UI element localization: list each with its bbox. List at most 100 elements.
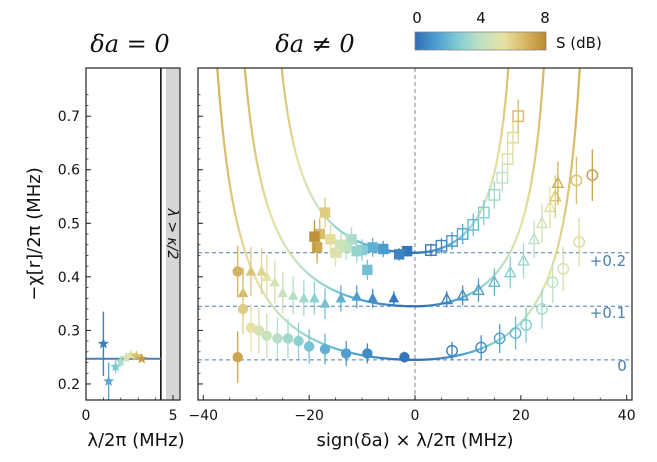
data-point-square <box>362 264 373 276</box>
theory-curve-segment <box>247 102 252 122</box>
right-x-tick-label: 20 <box>512 408 530 424</box>
colorbar-tick-8: 8 <box>540 9 550 27</box>
data-point-square <box>309 231 320 242</box>
data-point-square <box>351 245 362 257</box>
data-point-square <box>314 228 325 240</box>
data-point-circle <box>573 236 585 248</box>
data-point-square <box>356 244 368 256</box>
theory-curve-segment <box>229 186 234 201</box>
data-point-circle <box>340 348 352 359</box>
theory-curve-segment <box>237 228 242 239</box>
colorbar-tick-0: 0 <box>412 9 422 27</box>
theory-curve-segment <box>572 128 577 153</box>
data-point-circle <box>232 351 243 363</box>
data-point-triangle <box>472 283 485 296</box>
data-point-circle <box>493 332 506 345</box>
data-point-square <box>501 153 514 165</box>
theory-curve-segment <box>526 189 531 202</box>
theory-curve-segment <box>255 160 260 173</box>
data-point-triangle <box>527 232 541 245</box>
theory-curve-segment <box>495 148 501 162</box>
theory-curve-segment <box>257 170 263 183</box>
theory-curve-segment <box>231 198 236 212</box>
theory-curve-segment <box>559 224 564 237</box>
theory-curve-segment <box>245 81 250 105</box>
data-point-circle <box>586 169 599 181</box>
theory-curve-segment <box>518 223 523 232</box>
data-point-circle <box>303 341 315 352</box>
theory-curve-segment <box>288 123 293 137</box>
theory-curve-segment <box>500 118 505 137</box>
theory-curve-segment <box>264 196 269 206</box>
data-point-square <box>346 234 357 245</box>
data-point-triangle <box>256 265 267 276</box>
theory-curve-segment <box>249 119 254 137</box>
data-point-square <box>467 218 480 231</box>
data-point-square <box>330 247 341 258</box>
data-point-star <box>103 375 115 386</box>
theory-curve-segment <box>524 199 529 211</box>
data-point-square <box>512 110 525 123</box>
data-point-star <box>115 355 127 367</box>
theory-curve-segment <box>216 70 221 101</box>
left-x-tick-label: 5 <box>169 408 178 424</box>
theory-curve-segment <box>280 68 285 84</box>
offset-label-0: 0 <box>617 357 627 375</box>
theory-curve-segment <box>574 101 579 131</box>
theory-curve-segment <box>292 143 298 155</box>
theory-curve-segment <box>557 234 562 246</box>
data-point-square <box>488 189 501 201</box>
data-point-triangle <box>298 292 310 303</box>
theory-curve-segment <box>282 80 287 100</box>
data-point-circle <box>536 303 548 315</box>
y-tick-label: 0.4 <box>58 270 80 286</box>
theory-curve-segment <box>541 68 545 87</box>
data-point-circle <box>362 348 373 359</box>
theory-curve-segment <box>233 209 238 222</box>
theory-curve-segment <box>235 219 240 231</box>
theory-curve-segment <box>570 150 575 172</box>
theory-curve-segment <box>220 120 226 143</box>
theory-curve-segment <box>555 243 560 254</box>
theory-curve-segment <box>537 110 542 134</box>
data-point-star <box>136 353 148 364</box>
theory-curve-segment <box>530 164 536 180</box>
right-panel-title: δa ≠ 0 <box>275 30 354 58</box>
theory-curve-segment <box>561 213 566 227</box>
theory-curve-segment <box>567 169 573 189</box>
theory-curve-segment <box>553 251 558 261</box>
data-point-circle <box>261 330 273 341</box>
theory-curve-segment <box>216 68 219 74</box>
theory-curve-segment <box>253 148 258 163</box>
data-point-circle <box>570 174 583 187</box>
offset-label-0.1: +0.1 <box>590 304 626 322</box>
colorbar-label: S (dB) <box>556 34 602 52</box>
theory-curve-segment <box>290 134 295 147</box>
data-point-square <box>446 235 458 247</box>
theory-curve-segment <box>239 236 245 246</box>
data-point-circle <box>253 325 265 336</box>
data-point-star <box>97 338 109 349</box>
data-point-circle <box>245 322 257 333</box>
theory-curve-segment <box>286 111 291 126</box>
theory-curve-segment <box>241 243 247 253</box>
theory-curve-segment <box>493 159 499 172</box>
data-point-circle <box>319 343 331 355</box>
data-point-triangle <box>535 216 549 229</box>
theory-curve-segment <box>243 68 248 85</box>
theory-curve-segment <box>522 208 527 219</box>
theory-curve-segment <box>284 97 289 114</box>
data-point-square <box>401 245 413 257</box>
left-x-tick-label: 0 <box>82 408 91 424</box>
theory-curve-segment <box>266 203 271 213</box>
theory-curve-segment <box>222 140 228 161</box>
y-axis-label: −χ[r]/2π (MHz) <box>24 167 45 301</box>
data-point-square <box>378 243 389 255</box>
theory-curve-segment <box>539 84 544 113</box>
theory-curve-segment <box>491 169 497 180</box>
y-tick-label: 0.5 <box>58 216 80 232</box>
colorbar: 0 4 8 S (dB) <box>412 9 602 52</box>
data-point-square <box>367 242 378 253</box>
data-point-circle <box>399 351 410 363</box>
